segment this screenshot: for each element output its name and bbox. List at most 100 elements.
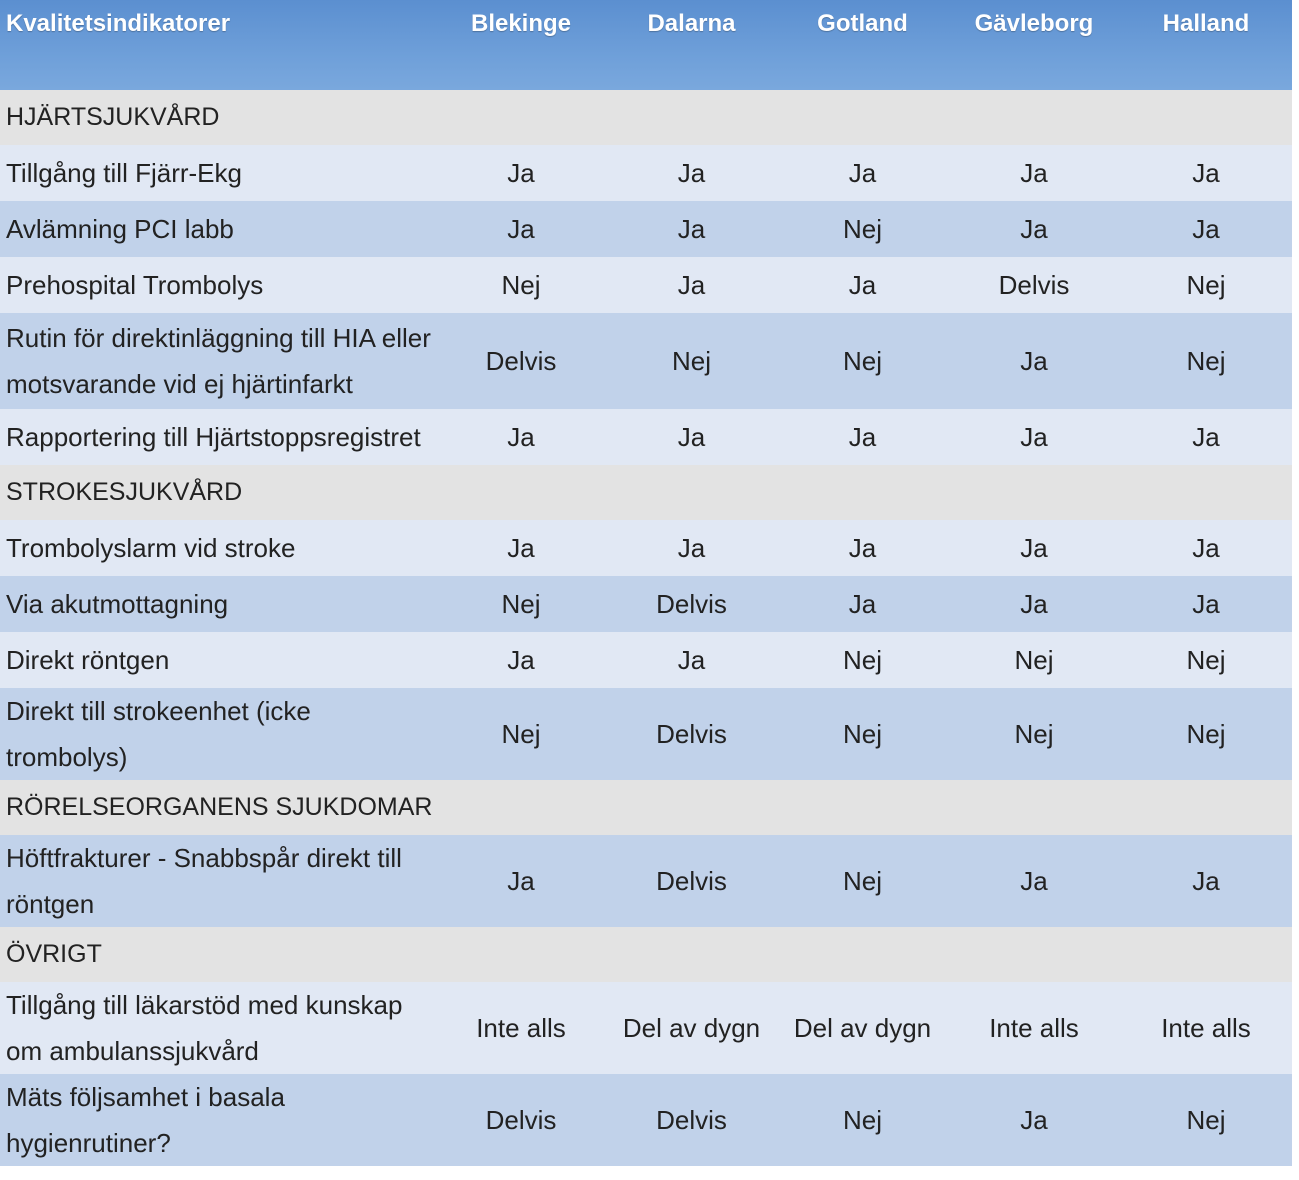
cell-value: Ja <box>777 409 948 465</box>
cell-value: Delvis <box>606 688 777 780</box>
cell-value: Ja <box>1120 201 1292 257</box>
column-header-gavleborg: Gävleborg <box>974 10 1094 37</box>
cell-value: Ja <box>1120 520 1292 576</box>
cell-value: Ja <box>777 576 948 632</box>
cell-value: Nej <box>436 576 606 632</box>
cell-value: Inte alls <box>1120 982 1292 1074</box>
section-row-hjartsjukvard: HJÄRTSJUKVÅRD <box>0 90 1292 145</box>
cell-value: Ja <box>948 409 1120 465</box>
cell-value: Nej <box>777 688 948 780</box>
column-header-gotland: Gotland <box>817 10 908 37</box>
cell-value: Ja <box>777 145 948 201</box>
cell-value: Delvis <box>436 313 606 409</box>
section-row-strokesjukvard: STROKESJUKVÅRD <box>0 465 1292 520</box>
table-row: Tillgång till läkarstöd med kunskap om a… <box>0 982 1292 1074</box>
table-row: Via akutmottagning Nej Delvis Ja Ja Ja <box>0 576 1292 632</box>
cell-value: Ja <box>606 409 777 465</box>
cell-value: Ja <box>948 520 1120 576</box>
cell-value: Delvis <box>606 576 777 632</box>
cell-value: Ja <box>436 632 606 688</box>
section-title: STROKESJUKVÅRD <box>0 465 1292 520</box>
section-row-ovrigt: ÖVRIGT <box>0 927 1292 982</box>
cell-value: Nej <box>777 1074 948 1166</box>
column-header-blekinge: Blekinge <box>470 10 572 37</box>
cell-value: Ja <box>1120 145 1292 201</box>
cell-value: Nej <box>777 201 948 257</box>
cell-value: Ja <box>606 145 777 201</box>
cell-value: Nej <box>777 632 948 688</box>
cell-value: Nej <box>436 688 606 780</box>
column-header-dalarna: Dalarna <box>647 10 736 37</box>
cell-value: Inte alls <box>948 982 1120 1074</box>
cell-value: Nej <box>606 313 777 409</box>
row-label: Direkt till strokeenhet (icke trombolys) <box>0 688 436 780</box>
row-label: Mäts följsamhet i basala hygienrutiner? <box>0 1074 436 1166</box>
table-row: Prehospital Trombolys Nej Ja Ja Delvis N… <box>0 257 1292 313</box>
row-label: Trombolyslarm vid stroke <box>0 520 436 576</box>
cell-value: Ja <box>606 257 777 313</box>
cell-value: Ja <box>1120 409 1292 465</box>
section-row-rorelseorganens-sjukdomar: RÖRELSEORGANENS SJUKDOMAR <box>0 780 1292 835</box>
row-label: Prehospital Trombolys <box>0 257 436 313</box>
cell-value: Nej <box>1120 688 1292 780</box>
cell-value: Delvis <box>948 257 1120 313</box>
table-row: Rutin för direktinläggning till HIA elle… <box>0 313 1292 409</box>
cell-value: Ja <box>436 520 606 576</box>
table-row: Direkt röntgen Ja Ja Nej Nej Nej <box>0 632 1292 688</box>
cell-value: Ja <box>606 632 777 688</box>
cell-value: Ja <box>948 313 1120 409</box>
table-row: Höftfrakturer - Snabbspår direkt till rö… <box>0 835 1292 927</box>
section-title: ÖVRIGT <box>0 927 1292 982</box>
cell-value: Ja <box>777 520 948 576</box>
cell-value: Ja <box>948 145 1120 201</box>
cell-value: Delvis <box>436 1074 606 1166</box>
cell-value: Inte alls <box>436 982 606 1074</box>
row-label: Rutin för direktinläggning till HIA elle… <box>0 313 436 409</box>
cell-value: Del av dygn <box>777 982 948 1074</box>
cell-value: Ja <box>436 145 606 201</box>
column-header-indicators: Kvalitetsindikatorer <box>6 10 231 37</box>
cell-value: Nej <box>1120 257 1292 313</box>
cell-value: Ja <box>1120 835 1292 927</box>
section-title: RÖRELSEORGANENS SJUKDOMAR <box>0 780 1292 835</box>
cell-value: Nej <box>948 632 1120 688</box>
column-header-halland: Halland <box>1162 10 1250 37</box>
cell-value: Ja <box>606 201 777 257</box>
cell-value: Ja <box>436 409 606 465</box>
cell-value: Ja <box>436 835 606 927</box>
row-label: Tillgång till Fjärr-Ekg <box>0 145 436 201</box>
cell-value: Nej <box>1120 313 1292 409</box>
cell-value: Nej <box>777 313 948 409</box>
cell-value: Nej <box>948 688 1120 780</box>
table-header-row: Kvalitetsindikatorer Blekinge Dalarna Go… <box>0 0 1292 90</box>
table-row: Trombolyslarm vid stroke Ja Ja Ja Ja Ja <box>0 520 1292 576</box>
cell-value: Ja <box>436 201 606 257</box>
row-label: Avlämning PCI labb <box>0 201 436 257</box>
cell-value: Nej <box>436 257 606 313</box>
table-row: Rapportering till Hjärtstoppsregistret J… <box>0 409 1292 465</box>
cell-value: Nej <box>1120 632 1292 688</box>
cell-value: Nej <box>1120 1074 1292 1166</box>
table-row: Tillgång till Fjärr-Ekg Ja Ja Ja Ja Ja <box>0 145 1292 201</box>
row-label: Höftfrakturer - Snabbspår direkt till rö… <box>0 835 436 927</box>
row-label: Tillgång till läkarstöd med kunskap om a… <box>0 982 436 1074</box>
cell-value: Ja <box>948 201 1120 257</box>
cell-value: Ja <box>948 1074 1120 1166</box>
cell-value: Ja <box>948 835 1120 927</box>
cell-value: Ja <box>606 520 777 576</box>
table-row: Direkt till strokeenhet (icke trombolys)… <box>0 688 1292 780</box>
cell-value: Delvis <box>606 835 777 927</box>
cell-value: Delvis <box>606 1074 777 1166</box>
section-title: HJÄRTSJUKVÅRD <box>0 90 1292 145</box>
table-row: Avlämning PCI labb Ja Ja Nej Ja Ja <box>0 201 1292 257</box>
cell-value: Del av dygn <box>606 982 777 1074</box>
row-label: Direkt röntgen <box>0 632 436 688</box>
table-row: Mäts följsamhet i basala hygienrutiner? … <box>0 1074 1292 1166</box>
cell-value: Ja <box>1120 576 1292 632</box>
cell-value: Ja <box>948 576 1120 632</box>
row-label: Rapportering till Hjärtstoppsregistret <box>0 409 436 465</box>
cell-value: Ja <box>777 257 948 313</box>
cell-value: Nej <box>777 835 948 927</box>
row-label: Via akutmottagning <box>0 576 436 632</box>
